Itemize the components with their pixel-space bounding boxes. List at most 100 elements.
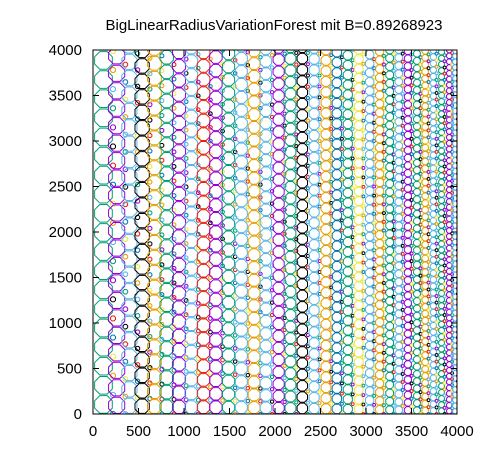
marker-circle-small — [372, 412, 377, 414]
marker-circle-small — [350, 195, 355, 200]
marker-circle-small — [183, 99, 189, 105]
marker-circle — [308, 195, 320, 207]
marker-circle — [353, 243, 364, 254]
marker-circle — [452, 124, 457, 131]
marker-circle — [259, 79, 273, 93]
marker-circle — [364, 240, 375, 251]
marker-circle-small — [442, 263, 447, 268]
marker-circle — [296, 380, 309, 392]
marker-circle — [385, 187, 395, 197]
marker-circle — [375, 55, 385, 65]
marker-circle-small — [418, 310, 423, 314]
marker-circle-small — [294, 62, 299, 67]
marker-circle-small — [442, 53, 447, 57]
marker-circle — [234, 103, 248, 117]
marker-circle — [296, 154, 309, 166]
marker-circle-small — [442, 189, 447, 194]
marker-circle-small — [442, 65, 447, 70]
marker-circle-small — [382, 254, 386, 259]
marker-circle-small — [382, 394, 386, 399]
marker-circle — [272, 341, 285, 354]
marker-circle — [385, 112, 395, 122]
marker-circle — [342, 207, 353, 218]
marker-circle — [209, 77, 223, 91]
marker-circle-small — [442, 77, 447, 82]
marker-circle-small — [426, 183, 431, 188]
marker-circle — [108, 204, 126, 222]
marker-circle-small — [382, 272, 386, 277]
marker-circle-small — [434, 300, 439, 305]
marker-circle-small — [110, 124, 116, 131]
marker-circle-small — [361, 175, 366, 180]
marker-circle-small — [382, 184, 386, 189]
marker-circle-small — [232, 385, 238, 390]
marker-circle — [452, 397, 457, 404]
marker-circle-small — [409, 136, 414, 141]
marker-circle-small — [400, 235, 405, 240]
marker-circle — [272, 365, 285, 379]
x-tick-label: 500 — [126, 423, 151, 440]
marker-circle — [296, 199, 309, 211]
marker-circle-small — [183, 70, 189, 76]
marker-circle-small — [232, 372, 238, 377]
marker-circle — [385, 129, 395, 138]
marker-circle — [353, 205, 364, 216]
marker-circle-small — [426, 211, 431, 216]
marker-circle — [308, 392, 320, 404]
marker-circle-small — [245, 166, 250, 171]
marker-circle — [364, 186, 375, 196]
marker-circle — [452, 189, 457, 196]
marker-circle-small — [434, 366, 439, 371]
marker-circle-small — [391, 412, 396, 414]
x-tick-label: 1000 — [167, 423, 200, 440]
marker-circle — [247, 286, 261, 300]
marker-circle — [184, 358, 199, 373]
marker-circle — [171, 300, 187, 315]
marker-circle — [364, 268, 375, 278]
marker-circle-small — [409, 381, 414, 386]
marker-circle-small — [208, 166, 213, 171]
marker-circle — [147, 190, 162, 205]
marker-circle-small — [245, 88, 250, 94]
marker-circle — [134, 290, 150, 306]
marker-circle-small — [409, 144, 414, 149]
marker-circle-small — [317, 204, 322, 209]
marker-circle — [209, 198, 223, 212]
marker-circle-small — [409, 266, 414, 271]
marker-circle-small — [269, 77, 275, 82]
marker-circle-small — [361, 412, 366, 414]
marker-circle-small — [442, 306, 447, 311]
marker-circle-small — [329, 391, 334, 395]
marker-circle-small — [426, 280, 431, 285]
marker-circle — [364, 204, 375, 214]
marker-circle — [296, 165, 309, 178]
marker-circle-small — [305, 107, 310, 112]
marker-circle — [452, 53, 457, 60]
marker-circle — [364, 295, 375, 305]
marker-circle-small — [361, 308, 366, 312]
marker-circle — [342, 266, 353, 277]
marker-circle — [159, 210, 174, 225]
marker-circle — [353, 252, 364, 263]
marker-circle-small — [434, 248, 439, 253]
marker-circle-small — [434, 379, 439, 384]
y-tick-label: 0 — [74, 406, 82, 423]
marker-circle — [452, 342, 457, 349]
marker-circle-small — [269, 387, 275, 392]
marker-circle-small — [391, 286, 396, 291]
marker-circle-small — [409, 328, 414, 332]
marker-circle-small — [350, 274, 355, 279]
marker-circle — [209, 319, 223, 334]
marker-circle-small — [305, 118, 310, 123]
marker-circle-small — [340, 198, 344, 202]
marker-circle — [353, 129, 364, 140]
marker-circle — [375, 50, 385, 56]
marker-circle-small — [409, 91, 414, 95]
marker-circle-small — [434, 58, 439, 63]
marker-circle-small — [350, 127, 355, 131]
marker-circle-small — [434, 313, 439, 318]
marker-circle-small — [442, 245, 447, 249]
marker-circle-small — [426, 163, 431, 167]
marker-circle — [184, 82, 199, 96]
marker-circle — [272, 173, 285, 186]
